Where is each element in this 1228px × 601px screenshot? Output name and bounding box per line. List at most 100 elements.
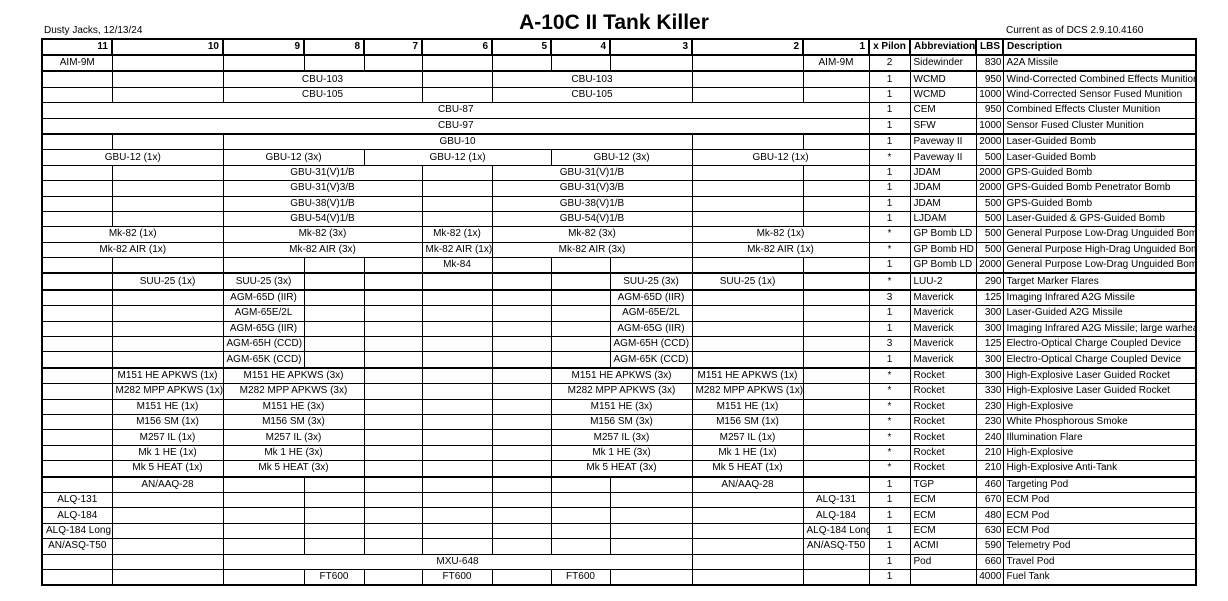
empty-cell bbox=[363, 491, 423, 509]
description: Laser-Guided & GPS-Guided Bomb bbox=[1002, 210, 1197, 228]
empty-cell bbox=[111, 568, 224, 586]
empty-cell bbox=[802, 132, 870, 151]
empty-cell bbox=[691, 195, 804, 212]
empty-cell bbox=[222, 522, 305, 540]
empty-cell bbox=[802, 475, 870, 493]
pylon-header: 4 bbox=[550, 38, 611, 56]
empty-cell bbox=[491, 398, 552, 415]
weapon-cell: GBU-12 (3x) bbox=[222, 149, 365, 166]
empty-cell bbox=[41, 553, 113, 570]
empty-cell bbox=[111, 336, 224, 353]
pilon-count: * bbox=[868, 272, 911, 291]
empty-cell bbox=[111, 195, 224, 212]
weight: 125 bbox=[975, 336, 1004, 353]
table-row: M156 SM (1x) M156 SM (3x) M156 SM (3x) M156… bbox=[41, 413, 1197, 431]
weight: 290 bbox=[975, 272, 1004, 291]
abbreviation: Maverick bbox=[909, 305, 977, 322]
empty-cell bbox=[421, 366, 493, 385]
weight: 2000 bbox=[975, 132, 1004, 151]
pilon-count: * bbox=[868, 398, 911, 415]
empty-cell bbox=[550, 538, 611, 555]
empty-cell bbox=[41, 320, 113, 338]
weapon-cell: CBU-105 bbox=[491, 86, 693, 104]
weapon-cell: MXU-648 bbox=[222, 553, 693, 570]
pylon-header: 5 bbox=[491, 38, 552, 56]
empty-cell bbox=[222, 475, 305, 493]
table-row: SUU-25 (1x) SUU-25 (3x) SUU-25 (3x) SUU-25 … bbox=[41, 272, 1197, 291]
weapon-cell: GBU-12 (3x) bbox=[550, 149, 693, 166]
empty-cell bbox=[363, 538, 423, 555]
description: High-Explosive Laser Guided Rocket bbox=[1002, 383, 1197, 400]
empty-cell bbox=[111, 210, 224, 228]
author: Dusty Jacks, 12/13/24 bbox=[44, 25, 143, 36]
weapon-cell: Mk 5 HEAT (1x) bbox=[691, 460, 804, 478]
empty-cell bbox=[421, 491, 493, 509]
pylon-header: 8 bbox=[303, 38, 365, 56]
empty-cell bbox=[111, 351, 224, 369]
pilon-count: 1 bbox=[868, 195, 911, 212]
description: White Phosphorous Smoke bbox=[1002, 413, 1197, 431]
weight: 300 bbox=[975, 351, 1004, 369]
empty-cell bbox=[691, 568, 804, 586]
weapon-cell: CBU-97 bbox=[41, 117, 870, 135]
table-row: Mk-84 1 GP Bomb LD 2000 General Purpose Low-… bbox=[41, 257, 1197, 274]
weapon-cell: GBU-12 (1x) bbox=[691, 149, 870, 166]
empty-cell bbox=[491, 429, 552, 446]
empty-cell bbox=[421, 164, 493, 182]
empty-cell bbox=[111, 553, 224, 570]
empty-cell bbox=[363, 475, 423, 493]
weapon-cell: M282 MPP APKWS (3x) bbox=[550, 383, 693, 400]
abbreviation: TGP bbox=[909, 475, 977, 493]
table-row: ALQ-184 Long ALQ-184 Long 1 ECM 630 ECM Pod bbox=[41, 522, 1197, 540]
weapon-cell: AGM-65K (CCD) bbox=[609, 351, 693, 369]
empty-cell bbox=[802, 86, 870, 104]
empty-cell bbox=[691, 210, 804, 228]
weight: 1000 bbox=[975, 117, 1004, 135]
weapon-cell: FT600 bbox=[303, 568, 365, 586]
empty-cell bbox=[222, 568, 305, 586]
column-header: Abbreviation bbox=[909, 38, 977, 56]
weapon-cell: ALQ-184 bbox=[802, 507, 870, 524]
pylon-header: 3 bbox=[609, 38, 693, 56]
column-header: Description bbox=[1002, 38, 1197, 56]
empty-cell bbox=[550, 491, 611, 509]
weapon-cell: Mk-82 (3x) bbox=[491, 226, 693, 243]
weapon-cell: SUU-25 (3x) bbox=[609, 272, 693, 291]
empty-cell bbox=[802, 460, 870, 478]
weight: 4000 bbox=[975, 568, 1004, 586]
weapon-cell: AN/ASQ-T50 bbox=[41, 538, 113, 555]
empty-cell bbox=[609, 54, 693, 72]
title: A-10C II Tank Killer bbox=[519, 11, 709, 34]
weapon-cell: Mk-82 AIR (3x) bbox=[491, 241, 693, 259]
weapon-cell: GBU-38(V)1/B bbox=[222, 195, 423, 212]
table-row: ALQ-184 ALQ-184 1 ECM 480 ECM Pod bbox=[41, 507, 1197, 524]
pilon-count: 1 bbox=[868, 86, 911, 104]
pilon-count: 3 bbox=[868, 288, 911, 307]
empty-cell bbox=[41, 180, 113, 197]
empty-cell bbox=[363, 460, 423, 478]
weapon-cell: Mk-82 AIR (3x) bbox=[222, 241, 423, 259]
empty-cell bbox=[802, 444, 870, 462]
description: Telemetry Pod bbox=[1002, 538, 1197, 555]
table-row: GBU-31(V)3/B GBU-31(V)3/B 1 JDAM 2000 GPS-Gui… bbox=[41, 180, 1197, 197]
pylon-header: 1 bbox=[802, 38, 870, 56]
empty-cell bbox=[303, 507, 365, 524]
table-row: AGM-65G (IIR) AGM-65G (IIR) 1 Maverick 300 Im… bbox=[41, 320, 1197, 338]
empty-cell bbox=[41, 210, 113, 228]
weapon-cell: AGM-65D (IIR) bbox=[609, 288, 693, 307]
empty-cell bbox=[111, 538, 224, 555]
empty-cell bbox=[111, 288, 224, 307]
empty-cell bbox=[363, 320, 423, 338]
weapon-cell: SUU-25 (1x) bbox=[111, 272, 224, 291]
empty-cell bbox=[691, 538, 804, 555]
description: ECM Pod bbox=[1002, 522, 1197, 540]
table-row: M257 IL (1x) M257 IL (3x) M257 IL (3x) M257… bbox=[41, 429, 1197, 446]
pilon-count: 1 bbox=[868, 475, 911, 493]
description: Electro-Optical Charge Coupled Device bbox=[1002, 336, 1197, 353]
weapon-cell: GBU-54(V)1/B bbox=[222, 210, 423, 228]
description: Targeting Pod bbox=[1002, 475, 1197, 493]
empty-cell bbox=[421, 288, 493, 307]
pylon-header: 6 bbox=[421, 38, 493, 56]
weapon-cell: AN/AAQ-28 bbox=[691, 475, 804, 493]
table-row: Mk 1 HE (1x) Mk 1 HE (3x) Mk 1 HE (3x) Mk 1… bbox=[41, 444, 1197, 462]
